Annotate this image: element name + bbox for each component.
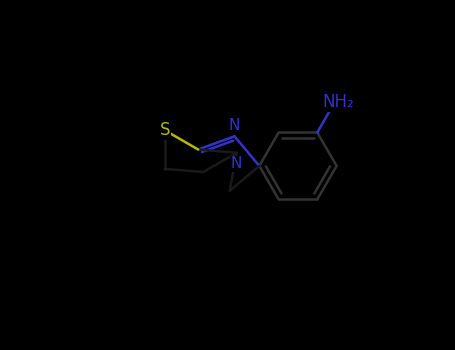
Text: N: N xyxy=(229,118,240,133)
Text: NH₂: NH₂ xyxy=(322,93,354,111)
Text: N: N xyxy=(231,156,243,172)
Text: S: S xyxy=(159,121,170,139)
